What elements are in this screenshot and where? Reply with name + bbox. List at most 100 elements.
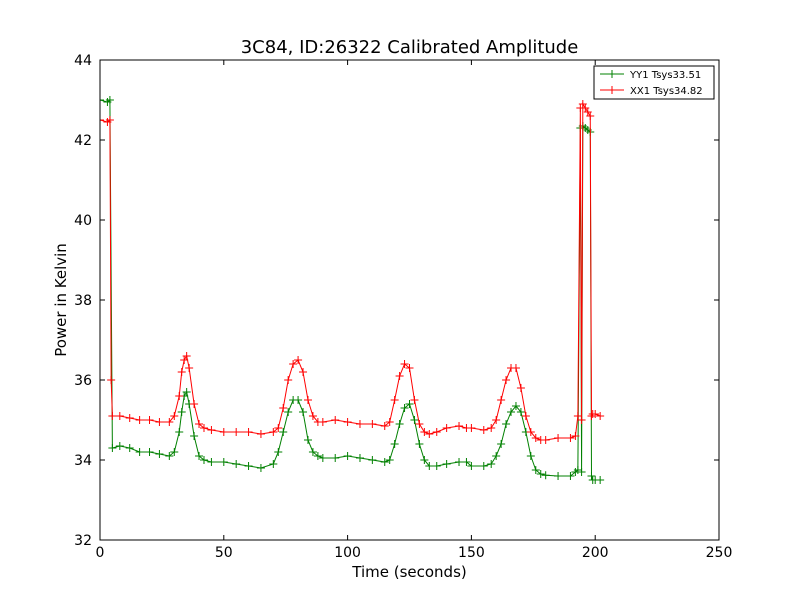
data-point bbox=[199, 456, 208, 464]
data-point bbox=[395, 420, 404, 428]
data-point bbox=[165, 418, 174, 426]
data-point bbox=[170, 448, 179, 456]
data-point bbox=[467, 462, 476, 470]
data-point bbox=[410, 396, 419, 404]
data-point bbox=[107, 376, 116, 384]
data-point bbox=[303, 436, 312, 444]
legend-box bbox=[593, 65, 715, 100]
y-tick-label: 34 bbox=[74, 453, 92, 469]
data-point bbox=[185, 364, 194, 372]
data-point bbox=[596, 412, 605, 420]
axes: 0 50 100 150 200 250 32 34 36 38 40 42 44 bbox=[74, 53, 732, 561]
data-point bbox=[125, 444, 134, 452]
data-point bbox=[177, 368, 186, 376]
y-tick-label: 44 bbox=[74, 53, 92, 69]
data-point bbox=[541, 471, 550, 480]
data-point bbox=[516, 384, 525, 392]
data-point bbox=[526, 428, 535, 436]
data-point bbox=[368, 420, 377, 428]
data-point bbox=[497, 440, 506, 448]
data-point bbox=[175, 428, 184, 436]
data-point bbox=[269, 460, 278, 468]
data-point bbox=[135, 448, 144, 456]
data-point bbox=[577, 416, 586, 424]
data-point bbox=[115, 442, 124, 450]
data-point bbox=[313, 452, 322, 460]
data-point bbox=[244, 462, 253, 470]
data-point bbox=[182, 388, 191, 396]
x-tick-label: 150 bbox=[458, 545, 485, 561]
data-point bbox=[155, 418, 164, 426]
data-point bbox=[467, 424, 476, 432]
data-point bbox=[343, 452, 352, 460]
legend-label: YY1 Tsys33.51 bbox=[629, 70, 701, 81]
data-point bbox=[274, 424, 283, 432]
data-point bbox=[380, 458, 389, 466]
y-tick-label: 38 bbox=[74, 293, 92, 309]
data-point bbox=[415, 420, 424, 428]
data-point bbox=[155, 450, 164, 458]
data-point bbox=[195, 420, 204, 428]
y-tick-label: 36 bbox=[74, 373, 92, 389]
data-point bbox=[415, 440, 424, 448]
data-point bbox=[145, 416, 154, 424]
data-point bbox=[269, 428, 278, 436]
data-point bbox=[586, 112, 595, 120]
data-point bbox=[100, 96, 104, 104]
data-point bbox=[442, 460, 451, 468]
data-point bbox=[195, 452, 204, 460]
legend-marker bbox=[608, 86, 616, 94]
data-point bbox=[591, 410, 600, 418]
data-point bbox=[420, 456, 429, 464]
plot-area bbox=[100, 96, 605, 484]
y-tick-label: 40 bbox=[74, 213, 92, 229]
data-point bbox=[507, 408, 516, 416]
data-point bbox=[318, 454, 327, 462]
data-point bbox=[596, 476, 605, 484]
data-point bbox=[390, 396, 399, 404]
data-point bbox=[511, 402, 520, 410]
data-point bbox=[256, 464, 265, 472]
data-point bbox=[343, 418, 352, 426]
data-point bbox=[100, 116, 104, 124]
data-point bbox=[318, 418, 327, 426]
data-point bbox=[219, 428, 228, 436]
data-point bbox=[135, 416, 144, 424]
data-point bbox=[455, 458, 464, 466]
data-point bbox=[284, 408, 293, 416]
data-point bbox=[299, 368, 308, 376]
data-point bbox=[279, 404, 288, 412]
data-point bbox=[385, 456, 394, 464]
data-point bbox=[303, 396, 312, 404]
data-point bbox=[232, 428, 241, 436]
x-tick-label: 50 bbox=[215, 545, 233, 561]
chart-title: 3C84, ID:26322 Calibrated Amplitude bbox=[241, 37, 579, 58]
data-point bbox=[410, 416, 419, 424]
data-point bbox=[294, 356, 303, 364]
data-point bbox=[497, 396, 506, 404]
data-point bbox=[308, 448, 317, 456]
data-point bbox=[425, 462, 434, 470]
data-point bbox=[526, 452, 535, 460]
data-point bbox=[331, 416, 340, 424]
data-point bbox=[105, 116, 114, 124]
data-point bbox=[219, 458, 228, 466]
x-tick-label: 100 bbox=[334, 545, 361, 561]
data-point bbox=[462, 458, 471, 466]
data-point bbox=[400, 360, 409, 368]
x-axis-label: Time (seconds) bbox=[351, 563, 467, 581]
data-point bbox=[289, 360, 298, 368]
data-point bbox=[502, 376, 511, 384]
data-point bbox=[432, 428, 441, 436]
legend: YY1 Tsys33.51 XX1 Tsys34.82 bbox=[593, 65, 715, 100]
data-point bbox=[199, 424, 208, 432]
data-point bbox=[531, 434, 540, 442]
data-point bbox=[405, 364, 414, 372]
data-point bbox=[182, 352, 191, 360]
data-point bbox=[274, 448, 283, 456]
data-point bbox=[170, 412, 179, 420]
data-point bbox=[573, 466, 582, 474]
data-point bbox=[190, 432, 199, 440]
